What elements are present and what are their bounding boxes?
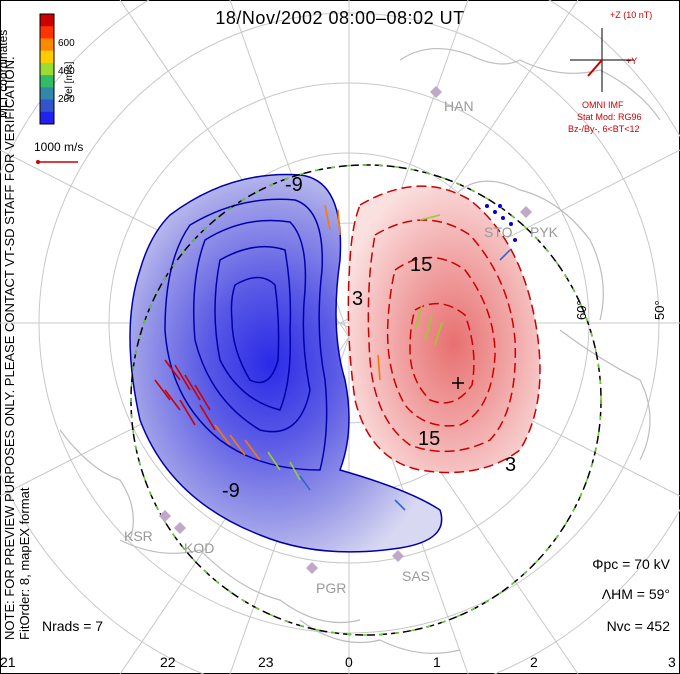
velocity-reference-label: 1000 m/s [34,140,84,154]
imf-source: OMNI IMF [582,100,624,110]
n-rads: Nrads = 7 [42,618,104,634]
latitude-label: 50° [652,300,667,320]
colorbar-segment [40,26,54,39]
station-markers [159,86,532,574]
colorbar-segment [40,87,54,101]
mlt-tick: 21 [0,654,16,670]
coastlines [59,47,661,654]
site-label: HAN [444,98,474,114]
colorbar-segment [40,111,54,125]
imf-clock [570,28,634,92]
site-label: STO [484,224,513,240]
latitude-label: 60° [574,300,589,320]
velocity-reference [36,160,78,164]
imf-y-label: +Y [626,56,638,66]
preview-note: NOTE: FOR PREVIEW PURPOSES ONLY. PLEASE … [2,56,32,640]
contour-label: 15 [410,254,433,276]
contour-label: 15 [418,428,441,450]
potential-extrema-markers [452,377,464,389]
mlt-tick: 23 [258,654,274,670]
imf-condition: Bz-/By-, 6<BT<12 [568,124,640,134]
n-vc: Nvc = 452 [606,618,670,634]
mlt-tick: 2 [530,654,538,670]
colorbar-tick: 400 [58,66,75,77]
colorbar-segment [40,50,54,64]
positive-potential-cell [347,185,541,474]
mlt-tick: 0 [345,654,353,670]
contour-label: -9 [285,174,303,196]
site-label: PYK [530,224,559,240]
colorbar-segment [40,75,54,88]
mlt-tick: 22 [160,654,176,670]
colorbar-segment [40,38,54,52]
imf-z-label: +Z (10 nT) [610,10,653,20]
site-label: KSR [124,528,153,544]
velocity-vectors [154,204,517,511]
contour-label: -9 [222,480,240,502]
map-title: 18/Nov/2002 08:00–08:02 UT [215,8,465,28]
mlt-tick: 1 [433,654,441,670]
colorbar-segment [40,99,54,113]
colorbar-segment [40,14,54,27]
contour-label: 3 [505,454,517,476]
colorbar-segment [40,62,54,76]
coords-label: MLT coordinates [0,29,10,118]
site-label: KOD [184,540,215,556]
contour-label: 3 [352,288,364,310]
site-label: SAS [402,568,431,584]
mlt-tick: 3 [668,654,676,670]
colorbar-tick: 200 [58,94,75,105]
colorbar-tick: 600 [58,38,75,49]
lambda-hm: ΛHM = 59° [601,586,670,602]
phi-pc: Φpc = 70 kV [592,556,670,572]
site-label: PGR [316,580,347,596]
imf-model: Stat Mod: RG96 [577,112,642,122]
colorbar [40,14,54,125]
negative-potential-cell [129,173,443,553]
